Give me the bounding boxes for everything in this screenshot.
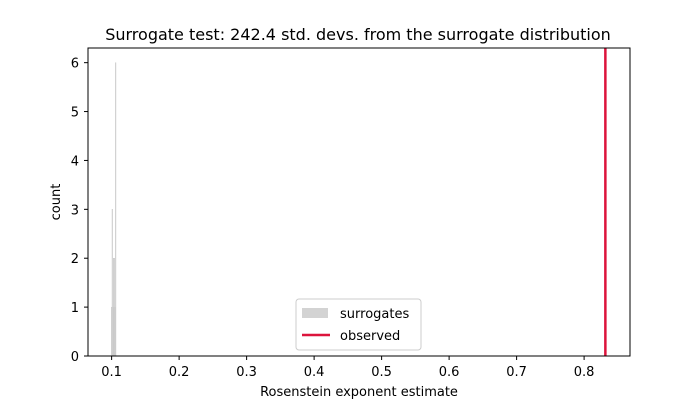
histogram-bars <box>111 62 117 357</box>
x-axis-ticks: 0.1 0.2 0.3 0.4 0.5 0.6 0.7 0.8 <box>101 356 594 380</box>
axes-frame <box>87 47 631 357</box>
x-tick-label: 0.6 <box>439 365 460 380</box>
y-axis-label: count <box>49 184 64 221</box>
histogram-bar <box>115 62 117 357</box>
x-tick-label: 0.2 <box>169 365 190 380</box>
legend: surrogates observed <box>295 298 422 351</box>
x-tick-label: 0.4 <box>304 365 325 380</box>
x-tick-label: 0.8 <box>574 365 595 380</box>
y-tick-label: 4 <box>71 154 79 169</box>
y-tick-label: 0 <box>71 350 79 365</box>
x-tick-label: 0.5 <box>371 365 392 380</box>
legend-label-observed: observed <box>340 329 400 344</box>
y-tick-label: 5 <box>71 106 79 121</box>
legend-swatch-surrogates <box>302 308 328 318</box>
plot-area <box>87 47 631 357</box>
chart-title: Surrogate test: 242.4 std. devs. from th… <box>105 25 611 44</box>
y-tick-label: 6 <box>71 57 79 72</box>
y-tick-label: 1 <box>71 301 79 316</box>
x-tick-label: 0.7 <box>506 365 527 380</box>
y-tick-label: 2 <box>71 252 79 267</box>
y-tick-label: 3 <box>71 203 79 218</box>
x-tick-label: 0.1 <box>101 365 122 380</box>
legend-label-surrogates: surrogates <box>340 307 409 322</box>
y-axis-ticks: 0 1 2 3 4 5 6 <box>71 57 88 365</box>
x-axis-label: Rosenstein exponent estimate <box>260 385 458 400</box>
x-tick-label: 0.3 <box>236 365 257 380</box>
